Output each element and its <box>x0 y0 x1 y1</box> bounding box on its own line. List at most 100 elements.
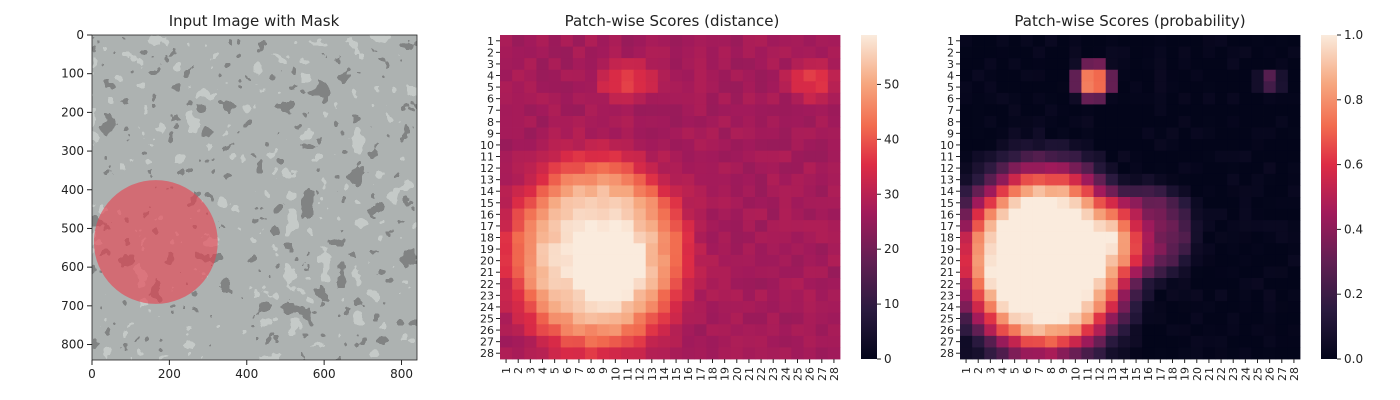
heatmap-cell <box>1032 116 1046 128</box>
heatmap-cell <box>1202 347 1216 360</box>
heatmap-cell <box>1142 139 1155 152</box>
heatmap-cell <box>779 278 792 290</box>
heatmap-cell <box>767 58 780 71</box>
heatmap-cell <box>1081 335 1094 348</box>
heatmap-cell <box>609 254 622 267</box>
heatmap-cell <box>1202 104 1216 117</box>
heatmap-cell <box>1069 266 1082 279</box>
heatmap-cell <box>1142 289 1155 302</box>
heatmap-cell <box>742 92 756 105</box>
heatmap-cell <box>572 335 586 348</box>
heatmap-cell <box>827 289 841 302</box>
heatmap-cell <box>1202 185 1216 198</box>
heatmap-cell <box>1178 116 1192 128</box>
heatmap-cell <box>1045 58 1058 71</box>
heatmap-cell <box>1263 127 1277 140</box>
heatmap-cell <box>633 243 647 256</box>
heatmap-cell <box>706 139 719 152</box>
heatmap-cell <box>803 185 817 198</box>
col-label: 2 <box>972 367 985 374</box>
heatmap-cell <box>1202 81 1216 94</box>
input-image-frame <box>91 34 418 361</box>
heatmap-cell <box>585 243 598 256</box>
heatmap-cell <box>1142 116 1155 128</box>
heatmap-cell <box>803 116 817 128</box>
heatmap-cell <box>1117 46 1131 59</box>
col-label: 16 <box>1142 367 1155 381</box>
heatmap-cell <box>1287 220 1301 233</box>
heatmap-cell <box>1239 254 1252 267</box>
heatmap-cell <box>706 162 719 175</box>
row-label: 13 <box>940 174 954 187</box>
row-label: 28 <box>940 347 954 360</box>
colorbar-tick-label: 0.2 <box>1344 287 1363 301</box>
heatmap-cell <box>1032 208 1046 221</box>
heatmap-cell <box>742 266 756 279</box>
heatmap-cell <box>548 197 562 209</box>
heatmap-cell <box>1190 127 1204 140</box>
heatmap-cell <box>730 127 744 140</box>
heatmap-cell <box>1215 162 1228 175</box>
heatmap-cell <box>1263 173 1277 186</box>
y-tick-label: 800 <box>61 338 84 352</box>
heatmap-cell <box>815 92 829 105</box>
heatmap-cell <box>585 35 598 47</box>
heatmap-cell <box>1287 127 1301 140</box>
heatmap-cell <box>670 69 683 82</box>
heatmap-cell <box>682 312 695 325</box>
heatmap-cell <box>657 150 671 163</box>
heatmap-cell <box>996 104 1009 117</box>
heatmap-cell <box>1166 92 1179 105</box>
heatmap-cell <box>1142 81 1155 94</box>
heatmap-cell <box>1117 324 1131 337</box>
heatmap-cell <box>1117 347 1131 360</box>
heatmap-cell <box>1032 104 1046 117</box>
heatmap-cell <box>670 278 683 290</box>
heatmap-cell <box>1032 335 1046 348</box>
heatmap-cell <box>718 46 732 59</box>
heatmap-cell <box>718 150 732 163</box>
heatmap-cell <box>609 208 622 221</box>
heatmap-cell <box>500 150 513 163</box>
heatmap-cell <box>621 243 634 256</box>
heatmap-cell <box>633 46 647 59</box>
heatmap-cell <box>645 324 659 337</box>
heatmap-cell <box>1202 139 1216 152</box>
heatmap-cell <box>548 208 562 221</box>
heatmap-cell <box>1057 185 1070 198</box>
heatmap-cell <box>548 92 562 105</box>
heatmap-cell <box>670 220 683 233</box>
heatmap-cell <box>1057 46 1070 59</box>
heatmap-cell <box>706 150 719 163</box>
heatmap-cell <box>694 69 707 82</box>
heatmap-cell <box>633 347 647 360</box>
heatmap-cell <box>1032 35 1046 47</box>
heatmap-cell <box>657 208 671 221</box>
heatmap-cell <box>572 197 586 209</box>
colorbar-tick-label: 40 <box>884 132 899 146</box>
heatmap-cell <box>536 69 549 82</box>
heatmap-cell <box>1093 58 1107 71</box>
row-label: 16 <box>480 208 494 221</box>
heatmap-cell <box>682 69 695 82</box>
heatmap-cell <box>755 173 768 186</box>
heatmap-cell <box>1202 312 1216 325</box>
heatmap-cell <box>779 324 792 337</box>
heatmap-cell <box>742 347 756 360</box>
col-label: 24 <box>1239 367 1252 381</box>
heatmap-cell <box>572 278 586 290</box>
heatmap-cell <box>1215 254 1228 267</box>
heatmap-cell <box>1008 197 1022 209</box>
heatmap-cell <box>536 116 549 128</box>
heatmap-cell <box>609 69 622 82</box>
heatmap-cell <box>536 335 549 348</box>
heatmap-cell <box>996 347 1009 360</box>
heatmap-cell <box>1081 69 1094 82</box>
heatmap-cell <box>1154 289 1167 302</box>
heatmap-cell <box>1263 35 1277 47</box>
heatmap-cell <box>1227 231 1240 244</box>
heatmap-cell <box>694 116 707 128</box>
heatmap-cell <box>996 335 1009 348</box>
heatmap-cell <box>718 116 732 128</box>
